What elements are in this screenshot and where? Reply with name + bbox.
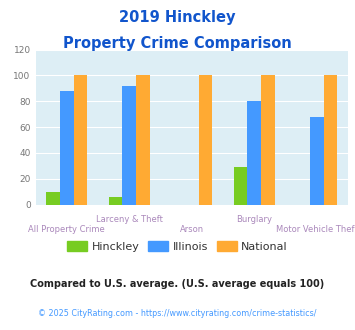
Bar (234, 167, 247, 205)
Text: Compared to U.S. average. (U.S. average equals 100): Compared to U.S. average. (U.S. average … (31, 279, 324, 289)
Bar (261, 75, 275, 205)
Text: Burglary: Burglary (236, 215, 272, 224)
Text: 2019 Hinckley: 2019 Hinckley (119, 10, 236, 25)
Bar (60, 91, 73, 205)
Text: Larceny & Theft: Larceny & Theft (96, 215, 163, 224)
Bar (122, 86, 136, 205)
Bar (323, 75, 337, 205)
Bar (109, 197, 122, 205)
Text: Property Crime Comparison: Property Crime Comparison (63, 36, 292, 51)
Bar (198, 75, 212, 205)
Text: Arson: Arson (180, 225, 204, 234)
Bar (73, 75, 87, 205)
Text: All Property Crime: All Property Crime (28, 225, 105, 234)
Bar (136, 75, 150, 205)
Legend: Hinckley, Illinois, National: Hinckley, Illinois, National (62, 237, 293, 256)
Bar (247, 101, 261, 205)
Bar (310, 117, 323, 205)
Text: Motor Vehicle Theft: Motor Vehicle Theft (276, 225, 355, 234)
Bar (46, 192, 60, 205)
Text: © 2025 CityRating.com - https://www.cityrating.com/crime-statistics/: © 2025 CityRating.com - https://www.city… (38, 309, 317, 317)
